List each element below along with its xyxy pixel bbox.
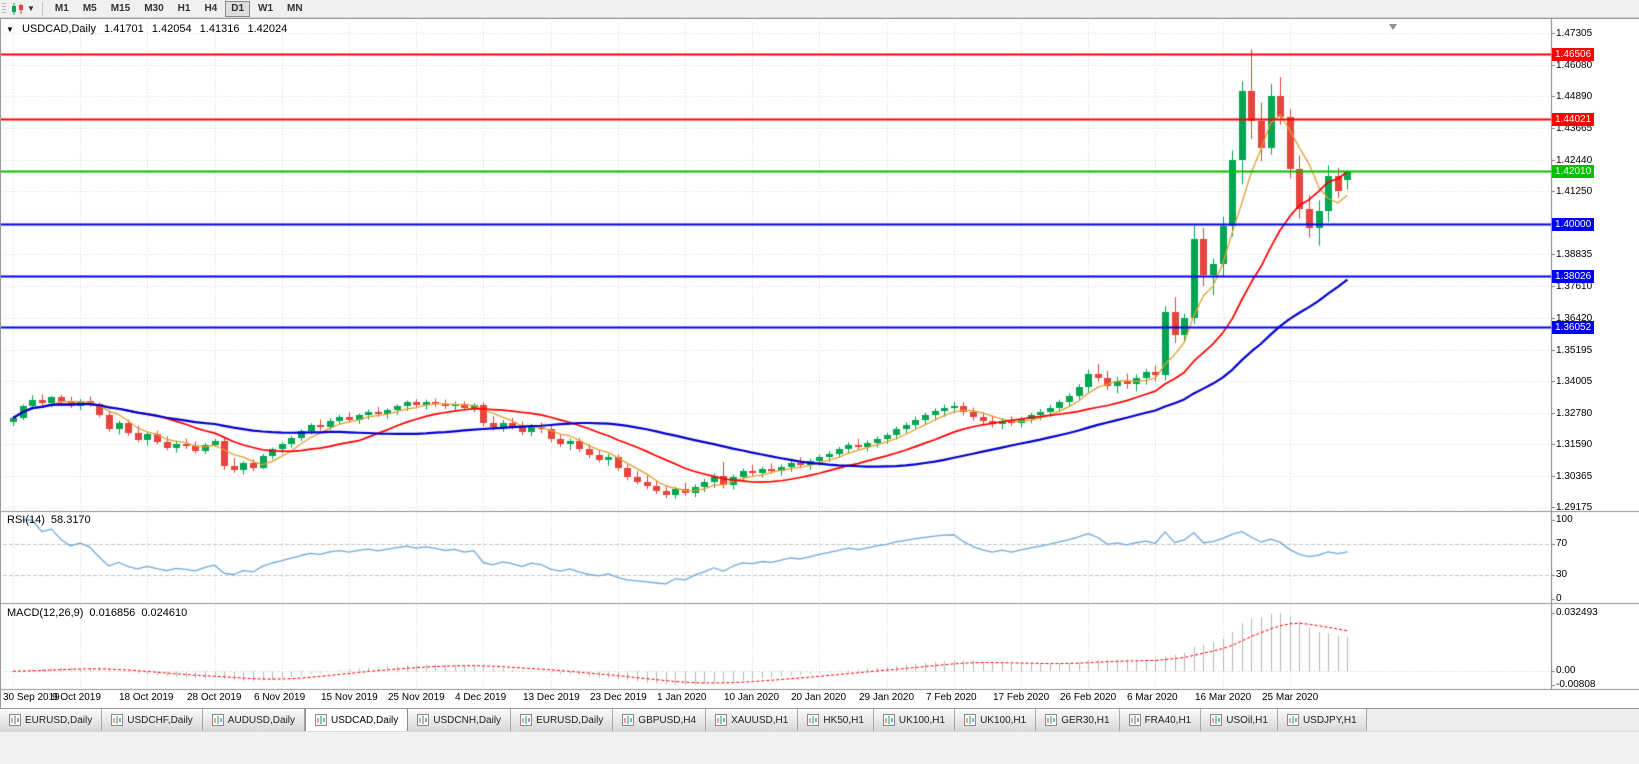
time-axis-label: 26 Feb 2020 xyxy=(1060,692,1117,703)
time-axis-label: 25 Nov 2019 xyxy=(388,692,445,703)
price-axis-label: 1.44890 xyxy=(1556,90,1593,102)
rsi-indicator-name: RSI(14) xyxy=(7,514,45,526)
time-axis-label: 1 Jan 2020 xyxy=(657,692,707,703)
ohlc-open: 1.41701 xyxy=(104,23,144,35)
timeframe-button-mn[interactable]: MN xyxy=(287,2,303,14)
time-axis-label: 23 Dec 2019 xyxy=(590,692,647,703)
macd-axis-label: 0.032493 xyxy=(1556,607,1598,618)
timeframe-toolbar: ▼ M1 M5 M15 M30 H1 H4 D1 W1 MN xyxy=(0,0,1639,18)
time-axis-label: 25 Mar 2020 xyxy=(1262,692,1319,703)
status-bar xyxy=(0,731,1639,764)
price-axis-label: 1.41250 xyxy=(1556,185,1593,197)
time-axis-label: 15 Nov 2019 xyxy=(321,692,378,703)
timeframe-button-m5[interactable]: M5 xyxy=(82,2,97,14)
price-axis-label: 1.38835 xyxy=(1556,248,1593,260)
chart-window: ▼ USDCAD,Daily 1.41701 1.42054 1.41316 1… xyxy=(0,18,1639,709)
chart-symbol-label: USDCAD,Daily xyxy=(21,23,96,35)
ohlc-high: 1.42054 xyxy=(151,23,192,35)
rsi-current-value: 58.3170 xyxy=(50,514,91,526)
rsi-panel-label: RSI(14) 58.3170 xyxy=(7,514,97,526)
time-axis-label: 30 Sep 2019 xyxy=(3,692,60,703)
chart-tab-uk100-h1[interactable]: UK100,H1 xyxy=(955,709,1037,731)
time-axis-label: 17 Feb 2020 xyxy=(993,692,1050,703)
rsi-axis-label: 100 xyxy=(1556,514,1573,525)
time-axis-label: 28 Oct 2019 xyxy=(187,692,242,703)
hline-price-badge: 1.44021 xyxy=(1552,113,1595,126)
chart-tab-usdchf-daily[interactable]: USDCHF,Daily xyxy=(102,709,203,731)
price-chart-canvas[interactable] xyxy=(1,19,1639,709)
timeframe-button-w1[interactable]: W1 xyxy=(258,2,274,14)
chart-tab-eurusd-daily[interactable]: EURUSD,Daily xyxy=(0,709,103,731)
price-axis-label: 1.37610 xyxy=(1556,280,1593,292)
chart-tab-usdcnh-daily[interactable]: USDCNH,Daily xyxy=(408,709,512,731)
chart-tab-usoil-h1[interactable]: USOil,H1 xyxy=(1201,709,1278,731)
price-axis-label: 1.35195 xyxy=(1556,344,1593,356)
toolbar-separator xyxy=(41,1,43,16)
chart-tab-eurusd-daily[interactable]: EURUSD,Daily xyxy=(511,709,614,731)
macd-axis-label: 0.00 xyxy=(1556,665,1576,676)
timeframe-button-m30[interactable]: M30 xyxy=(144,2,164,14)
chart-tab-audusd-daily[interactable]: AUDUSD,Daily xyxy=(202,709,306,731)
macd-main-value: 0.016856 xyxy=(89,607,136,619)
time-axis-label: 7 Feb 2020 xyxy=(926,692,977,703)
chart-tab-fra40-h1[interactable]: FRA40,H1 xyxy=(1119,709,1202,731)
chart-tab-ger30-h1[interactable]: GER30,H1 xyxy=(1036,709,1120,731)
timeframe-button-d1[interactable]: D1 xyxy=(225,0,251,17)
macd-axis-label: -0.00808 xyxy=(1556,679,1596,690)
macd-indicator-name: MACD(12,26,9) xyxy=(7,607,84,619)
timeframe-button-h1[interactable]: H1 xyxy=(177,2,191,14)
price-axis-label: 1.32780 xyxy=(1556,407,1593,419)
hline-price-badge: 1.46506 xyxy=(1552,48,1595,61)
chart-shift-marker[interactable] xyxy=(1389,24,1397,30)
price-axis-label: 1.47305 xyxy=(1556,27,1593,39)
rsi-axis-label: 0 xyxy=(1556,593,1562,604)
time-axis-label: 16 Mar 2020 xyxy=(1195,692,1252,703)
price-axis-label: 1.46080 xyxy=(1556,59,1593,71)
rsi-axis-label: 30 xyxy=(1556,569,1568,580)
time-axis-label: 6 Mar 2020 xyxy=(1127,692,1178,703)
price-axis-label: 1.34005 xyxy=(1556,375,1593,387)
time-axis-label: 10 Jan 2020 xyxy=(724,692,780,703)
time-axis-label: 18 Oct 2019 xyxy=(119,692,174,703)
time-axis-label: 29 Jan 2020 xyxy=(859,692,915,703)
ohlc-close: 1.42024 xyxy=(247,23,288,35)
macd-signal-value: 0.024610 xyxy=(141,607,188,619)
price-axis-label: 1.31590 xyxy=(1556,438,1593,450)
chart-tab-hk50-h1[interactable]: HK50,H1 xyxy=(798,709,874,731)
hline-price-badge: 1.40000 xyxy=(1552,218,1595,231)
time-axis-label: 4 Dec 2019 xyxy=(455,692,507,703)
hline-price-badge: 1.38026 xyxy=(1552,270,1595,283)
chart-tab-usdjpy-h1[interactable]: USDJPY,H1 xyxy=(1277,709,1367,731)
price-axis-label: 1.36420 xyxy=(1556,312,1593,324)
timeframe-buttons: M1 M5 M15 M30 H1 H4 D1 W1 MN xyxy=(48,0,310,17)
toolbar-grip[interactable] xyxy=(2,2,6,15)
chart-tab-gbpusd-h4[interactable]: GBPUSD,H4 xyxy=(613,709,707,731)
timeframe-button-h4[interactable]: H4 xyxy=(204,2,218,14)
time-axis-label: 9 Oct 2019 xyxy=(52,692,101,703)
chart-collapse-arrow-icon[interactable]: ▼ xyxy=(6,25,14,34)
hline-price-badge: 1.36052 xyxy=(1552,321,1595,334)
price-axis-label: 1.43665 xyxy=(1556,122,1593,134)
chart-tab-uk100-h1[interactable]: UK100,H1 xyxy=(873,709,956,731)
rsi-axis-label: 70 xyxy=(1556,538,1568,549)
candlestick-chart-icon[interactable] xyxy=(9,1,27,17)
chart-header: ▼ USDCAD,Daily 1.41701 1.42054 1.41316 1… xyxy=(6,23,292,35)
hline-price-badge: 1.42010 xyxy=(1552,165,1595,178)
time-axis-label: 20 Jan 2020 xyxy=(791,692,847,703)
chart-tab-bar: EURUSD,Daily USDCHF,Daily AUDUSD,Daily USDC… xyxy=(0,708,1639,731)
timeframe-button-m1[interactable]: M1 xyxy=(54,2,69,14)
time-axis-label: 6 Nov 2019 xyxy=(254,692,306,703)
price-axis-label: 1.29175 xyxy=(1556,501,1593,513)
price-axis-label: 1.42440 xyxy=(1556,154,1593,166)
chart-tab-xauusd-h1[interactable]: XAUUSD,H1 xyxy=(706,709,799,731)
price-axis-label: 1.30365 xyxy=(1556,470,1593,482)
macd-panel-label: MACD(12,26,9) 0.016856 0.024610 xyxy=(7,607,193,619)
ohlc-low: 1.41316 xyxy=(199,23,240,35)
time-axis-label: 13 Dec 2019 xyxy=(523,692,580,703)
chart-tab-usdcad-daily[interactable]: USDCAD,Daily xyxy=(305,709,409,731)
timeframe-button-m15[interactable]: M15 xyxy=(110,2,131,14)
chevron-down-icon[interactable]: ▼ xyxy=(27,4,35,13)
